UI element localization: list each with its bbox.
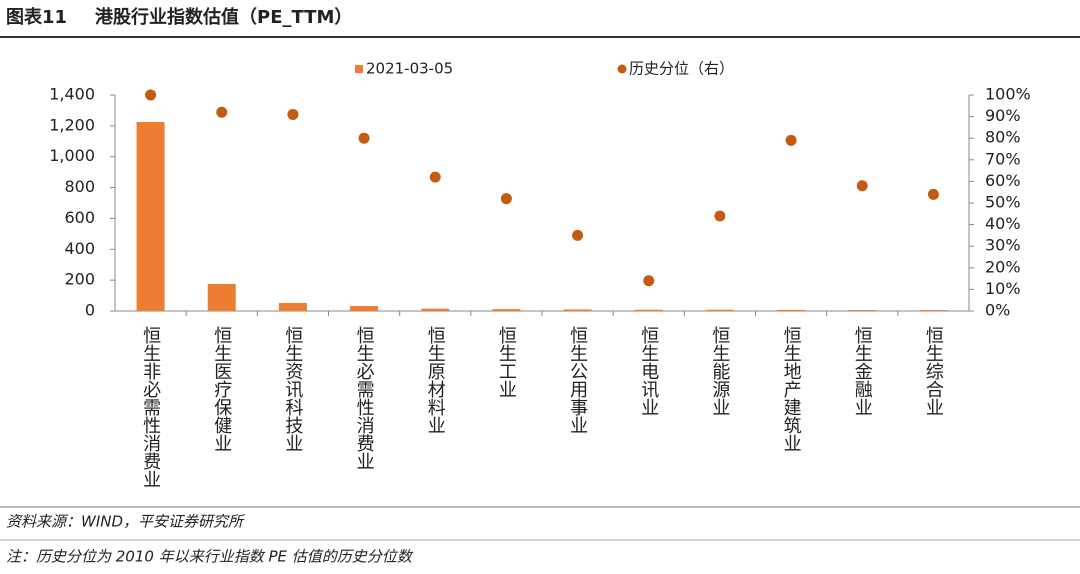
bar — [563, 309, 592, 311]
bar — [136, 122, 165, 311]
y2-tick-label: 50% — [985, 193, 1021, 212]
point — [643, 275, 655, 287]
y-tick-label: 1,400 — [49, 85, 95, 104]
legend-label: 2021-03-05 — [366, 60, 453, 78]
y-tick-label: 800 — [64, 177, 95, 196]
bar — [492, 309, 521, 311]
point — [287, 108, 299, 120]
source: 资料来源：WIND，平安证券研究所 — [6, 513, 245, 531]
x-tick-label: 恒生资讯科技业 — [282, 326, 303, 452]
note: 注：历史分位为 2010 年以来行业指数 PE 估值的历史分位数 — [6, 548, 414, 566]
legend-marker — [355, 65, 363, 73]
y-tick-label: 0 — [85, 301, 95, 320]
point — [572, 229, 584, 241]
x-tick-label: 恒生原材料业 — [425, 326, 446, 434]
y2-tick-label: 30% — [985, 236, 1021, 255]
y2-tick-label: 10% — [985, 279, 1021, 298]
x-tick-label: 恒生能源业 — [709, 326, 730, 416]
y-tick-label: 600 — [64, 208, 95, 227]
point — [358, 132, 370, 144]
bar — [278, 302, 307, 311]
y2-tick-label: 80% — [985, 128, 1021, 147]
x-tick-label: 恒生电讯业 — [638, 326, 659, 416]
bar — [207, 284, 236, 311]
figure-label: 图表11 — [6, 6, 67, 28]
chart-title: 港股行业指数估值（PE_TTM） — [95, 6, 352, 28]
point — [500, 193, 512, 205]
y-tick-label: 200 — [64, 270, 95, 289]
y2-tick-label: 0% — [985, 301, 1010, 320]
point — [714, 210, 726, 222]
legend-marker — [617, 64, 627, 74]
y2-tick-label: 60% — [985, 171, 1021, 190]
point — [216, 106, 228, 118]
y2-tick-label: 70% — [985, 149, 1021, 168]
x-tick-label: 恒生公用事业 — [567, 326, 588, 434]
bar — [705, 309, 734, 311]
y2-tick-label: 40% — [985, 214, 1021, 233]
bar — [919, 310, 948, 311]
x-tick-label: 恒生综合业 — [923, 326, 944, 416]
x-tick-label: 恒生非必需性消费业 — [140, 326, 161, 488]
point — [785, 134, 797, 146]
legend-label: 历史分位（右） — [629, 60, 734, 78]
point — [927, 188, 939, 200]
y-tick-label: 1,200 — [49, 115, 95, 134]
bar — [777, 309, 806, 311]
bar — [350, 306, 379, 311]
y2-tick-label: 20% — [985, 257, 1021, 276]
y2-tick-label: 90% — [985, 106, 1021, 125]
point — [429, 171, 441, 183]
x-tick-label: 恒生必需性消费业 — [354, 326, 375, 470]
y-tick-label: 1,000 — [49, 146, 95, 165]
bar — [634, 309, 663, 311]
x-tick-label: 恒生工业 — [496, 326, 517, 398]
point — [145, 89, 157, 101]
y-tick-label: 400 — [64, 239, 95, 258]
x-tick-label: 恒生医疗保健业 — [211, 326, 232, 452]
x-tick-label: 恒生金融业 — [852, 326, 873, 416]
x-tick-label: 恒生地产建筑业 — [781, 326, 802, 452]
y2-tick-label: 100% — [985, 85, 1031, 104]
bar — [421, 308, 450, 311]
point — [856, 180, 868, 192]
bar — [848, 310, 877, 311]
